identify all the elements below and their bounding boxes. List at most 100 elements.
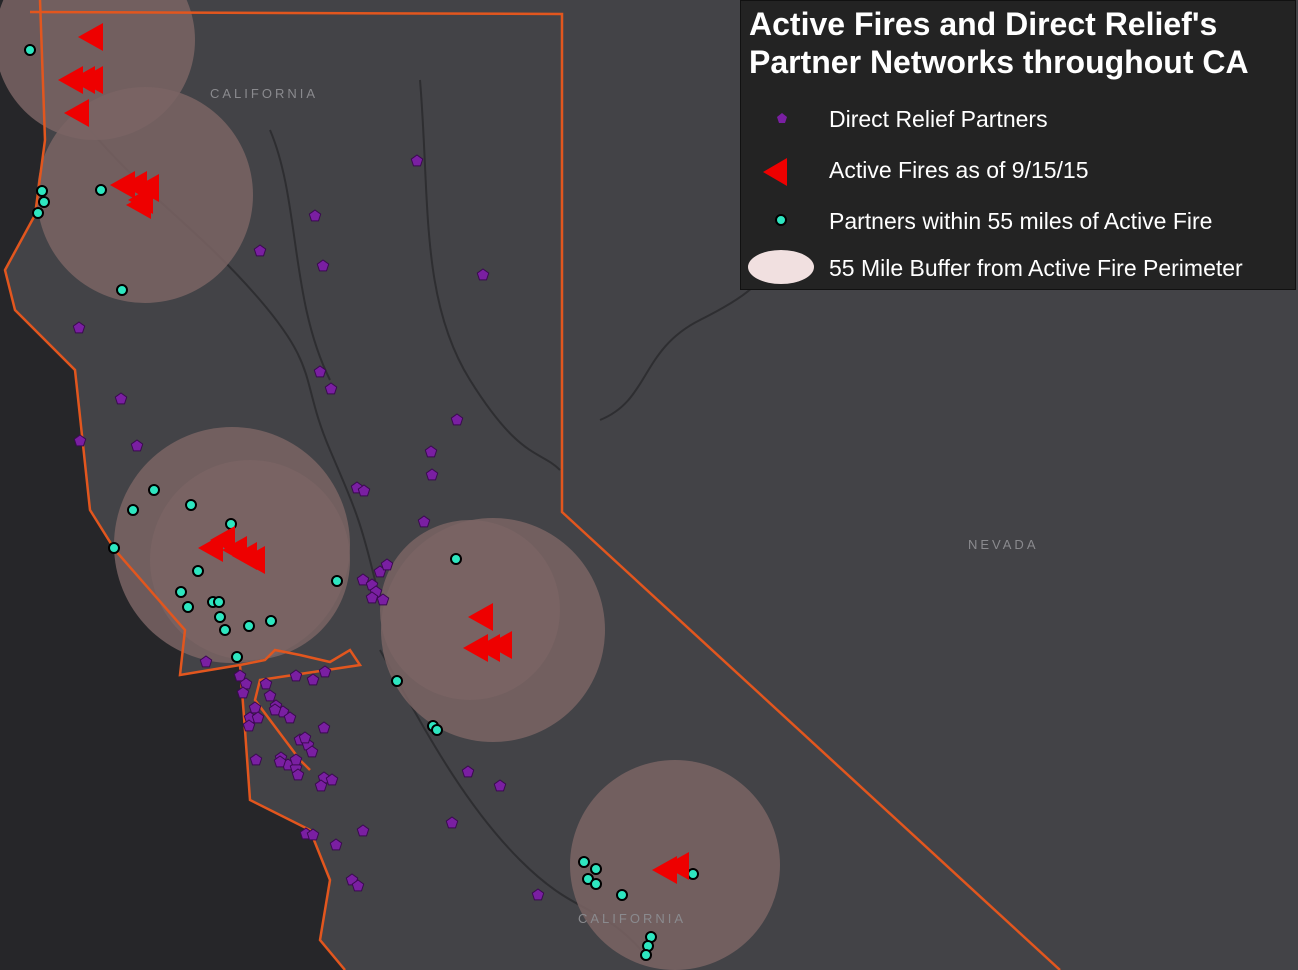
fire-marker	[134, 174, 159, 202]
label-california-north: CALIFORNIA	[210, 86, 319, 101]
teal-circle-icon	[775, 214, 787, 226]
fire-marker	[468, 603, 493, 631]
partner-marker	[72, 321, 86, 334]
nearby-partner-marker	[38, 196, 50, 208]
partner-marker	[283, 711, 297, 724]
legend-item-buffer: 55 Mile Buffer from Active Fire Perimete…	[829, 255, 1243, 281]
partner-marker	[461, 765, 475, 778]
nearby-partner-marker	[578, 856, 590, 868]
partner-marker	[305, 745, 319, 758]
partner-marker	[314, 779, 328, 792]
nearby-partner-marker	[175, 586, 187, 598]
partner-marker	[273, 755, 287, 768]
partner-marker	[259, 677, 273, 690]
legend-item-nearby: Partners within 55 miles of Active Fire	[829, 208, 1213, 234]
buffer-zone	[380, 520, 560, 700]
nearby-partner-marker	[331, 575, 343, 587]
legend-item-partners: Direct Relief Partners	[829, 106, 1048, 132]
partner-marker	[356, 573, 370, 586]
nearby-partner-marker	[687, 868, 699, 880]
nearby-partner-marker	[182, 601, 194, 613]
nearby-partner-marker	[95, 184, 107, 196]
nearby-partner-marker	[640, 949, 652, 961]
nearby-partner-marker	[391, 675, 403, 687]
legend-item-fires: Active Fires as of 9/15/15	[829, 157, 1089, 183]
partner-marker	[329, 838, 343, 851]
partner-marker	[248, 701, 262, 714]
nearby-partner-marker	[185, 499, 197, 511]
partner-marker	[298, 731, 312, 744]
partner-marker	[249, 753, 263, 766]
nearby-partner-marker	[590, 878, 602, 890]
nearby-partner-marker	[219, 624, 231, 636]
nearby-partner-marker	[214, 611, 226, 623]
label-nevada: NEVADA	[968, 537, 1039, 552]
partner-marker	[251, 711, 265, 724]
fire-marker	[122, 171, 147, 199]
pink-ellipse-icon	[748, 250, 814, 284]
fire-marker	[487, 631, 512, 659]
partner-marker	[233, 669, 247, 682]
nearby-partner-marker	[36, 185, 48, 197]
fire-marker	[475, 634, 500, 662]
partner-marker	[114, 392, 128, 405]
nearby-partner-marker	[108, 542, 120, 554]
nearby-partner-marker	[231, 651, 243, 663]
partner-marker	[376, 593, 390, 606]
nearby-partner-marker	[431, 724, 443, 736]
partner-marker	[476, 268, 490, 281]
partner-marker	[380, 558, 394, 571]
red-triangle-icon	[763, 158, 787, 186]
partner-marker	[417, 515, 431, 528]
fire-marker	[664, 852, 689, 880]
partner-marker	[325, 773, 339, 786]
partner-marker	[445, 816, 459, 829]
fire-markers	[58, 23, 689, 884]
nearby-partner-marker	[32, 207, 44, 219]
fire-marker	[240, 546, 265, 574]
partner-marker	[291, 768, 305, 781]
nearby-partner-marker	[450, 553, 462, 565]
fire-marker	[78, 66, 103, 94]
nearby-partner-marker	[243, 620, 255, 632]
partner-marker	[73, 434, 87, 447]
nearby-partner-marker	[265, 615, 277, 627]
partner-marker	[493, 779, 507, 792]
label-california-south: CALIFORNIA	[578, 911, 687, 926]
legend-symbols	[748, 113, 814, 284]
nearby-partner-marker	[213, 596, 225, 608]
partner-marker	[199, 655, 213, 668]
partner-marker	[410, 154, 424, 167]
ocean	[0, 0, 345, 970]
nearby-partner-marker	[116, 284, 128, 296]
partner-marker	[318, 665, 332, 678]
partner-marker	[425, 468, 439, 481]
partner-marker	[324, 382, 338, 395]
partner-marker	[365, 591, 379, 604]
partner-marker	[356, 824, 370, 837]
purple-pentagon-icon	[777, 113, 787, 123]
partner-marker	[531, 888, 545, 901]
nearby-partner-marker	[192, 565, 204, 577]
partner-marker	[316, 259, 330, 272]
partner-marker	[357, 484, 371, 497]
partner-marker	[317, 721, 331, 734]
state-border	[3, 0, 1061, 970]
fire-marker	[64, 99, 89, 127]
partner-marker	[308, 209, 322, 222]
partner-marker	[289, 753, 303, 766]
nearby-partner-marker	[616, 889, 628, 901]
partner-marker	[242, 719, 256, 732]
nearby-partner-markers	[24, 44, 699, 961]
legend: Active Fires and Direct Relief's Partner …	[740, 0, 1296, 290]
partner-marker	[289, 669, 303, 682]
fire-marker	[126, 191, 151, 219]
partner-marker	[306, 828, 320, 841]
nearby-partner-marker	[24, 44, 36, 56]
partner-marker	[424, 445, 438, 458]
nearby-partner-marker	[127, 504, 139, 516]
fire-marker	[78, 23, 103, 51]
legend-title: Active Fires and Direct Relief's Partner …	[749, 6, 1249, 80]
